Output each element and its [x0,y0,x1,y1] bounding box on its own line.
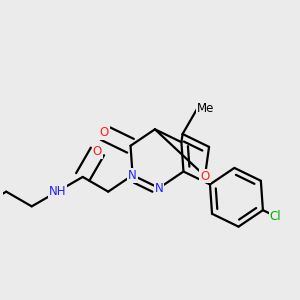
Text: N: N [128,169,137,182]
Text: Me: Me [197,102,215,115]
Text: Cl: Cl [270,210,281,223]
Text: NH: NH [49,185,66,198]
Text: O: O [99,126,109,140]
Text: O: O [93,145,102,158]
Text: N: N [155,182,164,194]
Text: O: O [200,169,210,183]
